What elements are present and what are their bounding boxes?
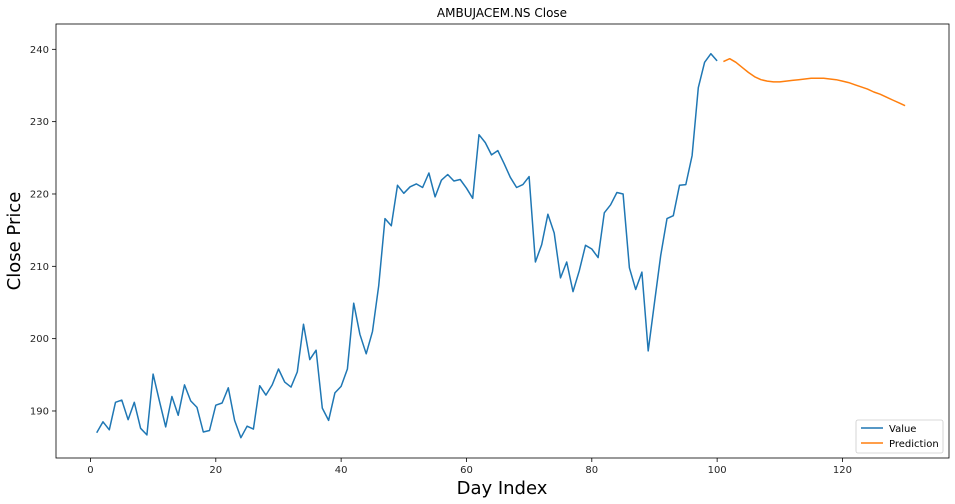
legend: Value Prediction [855, 419, 944, 454]
x-axis-title: Day Index [457, 478, 548, 499]
x-axis: 0 20 40 60 80 100 120 [87, 458, 852, 476]
y-tick-label: 220 [30, 189, 49, 200]
x-tick-label: 60 [460, 465, 473, 476]
x-tick-label: 20 [209, 465, 222, 476]
plot-area [55, 23, 950, 459]
y-axis-title: Close Price [4, 192, 25, 291]
series-layer [96, 52, 906, 439]
x-tick-label: 80 [585, 465, 598, 476]
y-tick-label: 200 [30, 334, 49, 345]
y-tick-label: 190 [30, 406, 49, 417]
y-axis: 190 200 210 220 230 240 [30, 45, 56, 417]
series-line-value [96, 52, 718, 439]
x-tick-label: 100 [708, 465, 727, 476]
x-tick-label: 40 [335, 465, 348, 476]
series-line-prediction [723, 57, 906, 107]
y-tick-label: 210 [30, 262, 49, 273]
y-tick-label: 230 [30, 117, 49, 128]
chart-title: AMBUJACEM.NS Close [437, 6, 567, 20]
y-tick-label: 240 [30, 45, 49, 56]
x-tick-label: 0 [87, 465, 93, 476]
x-tick-label: 120 [833, 465, 852, 476]
legend-label-prediction: Prediction [889, 439, 939, 450]
legend-label-value: Value [889, 424, 916, 435]
